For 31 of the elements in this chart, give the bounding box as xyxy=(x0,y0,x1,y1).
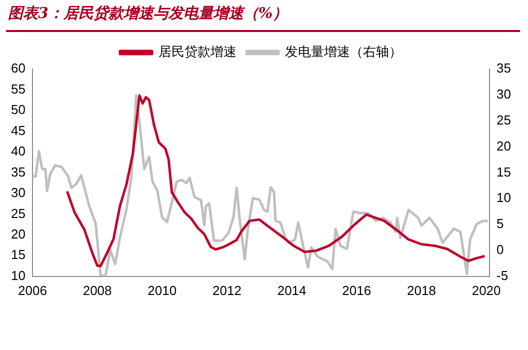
x-tick-label: 2014 xyxy=(277,282,306,298)
y-tick-label: 55 xyxy=(10,81,26,96)
y2-tick-label: 25 xyxy=(496,112,512,128)
y2-tick-label: 30 xyxy=(496,86,512,102)
y2-tick-label: -5 xyxy=(496,268,508,283)
chart-title: 图表3：居民贷款增速与发电量增速（%） xyxy=(8,4,288,23)
x-tick-label: 2006 xyxy=(18,282,47,298)
x-tick-label: 2018 xyxy=(407,282,436,298)
y2-tick-label: 15 xyxy=(496,164,512,180)
y-tick-label: 45 xyxy=(10,122,26,138)
y2-tick-label: 20 xyxy=(496,138,512,154)
y-tick-label: 40 xyxy=(10,144,26,159)
x-tick-label: 2020 xyxy=(472,282,501,298)
x-tick-label: 2016 xyxy=(342,282,372,298)
x-tick-label: 2010 xyxy=(148,282,177,298)
y2-tick-label: 0 xyxy=(496,242,504,258)
y2-tick-label: 5 xyxy=(496,216,504,232)
y2-tick-label: 10 xyxy=(496,190,512,206)
legend-label: 居民贷款增速 xyxy=(158,44,236,60)
y-tick-label: 30 xyxy=(10,185,26,200)
y-tick-label: 20 xyxy=(10,226,26,242)
x-tick-label: 2012 xyxy=(212,282,242,298)
y-tick-label: 25 xyxy=(10,206,26,221)
y-tick-label: 60 xyxy=(10,60,26,76)
legend-label: 发电量增速（右轴） xyxy=(285,44,402,60)
y-tick-label: 35 xyxy=(10,164,26,180)
y2-tick-label: 35 xyxy=(496,60,512,76)
y-tick-label: 50 xyxy=(10,102,26,118)
y-tick-label: 15 xyxy=(10,247,26,262)
x-tick-label: 2008 xyxy=(82,282,112,298)
y-tick-label: 10 xyxy=(10,268,26,283)
